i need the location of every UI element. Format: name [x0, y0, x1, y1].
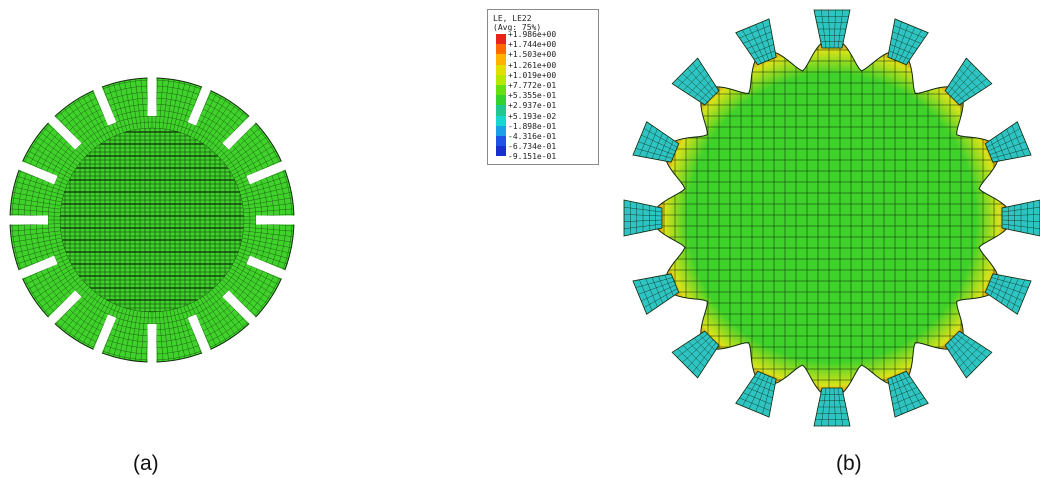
gear-tooth — [735, 370, 777, 418]
gear-teeth — [623, 9, 1040, 427]
deformed-gear-mesh — [623, 9, 1040, 427]
gear-tooth — [671, 57, 720, 106]
gear-tooth — [813, 387, 851, 427]
legend-value: +1.503e+00 — [508, 50, 557, 60]
gear-tooth — [887, 18, 929, 66]
disc-slot — [222, 290, 259, 327]
legend-swatch — [496, 34, 506, 45]
gear-tooth — [632, 121, 680, 163]
legend-value: +5.355e-01 — [508, 91, 557, 101]
legend-value: +5.193e-02 — [508, 111, 557, 121]
legend-value: +1.261e+00 — [508, 60, 557, 70]
gear-tooth — [944, 57, 993, 106]
legend-swatch — [496, 105, 506, 116]
legend-swatch — [496, 125, 506, 136]
disc-slot — [256, 215, 298, 225]
disc-slot — [147, 324, 157, 366]
undeformed-disc-mesh — [6, 74, 298, 366]
legend-value: -4.316e-01 — [508, 131, 557, 141]
legend-title: LE, LE22 (Avg: 75%) — [493, 14, 541, 32]
legend-value: -6.734e-01 — [508, 142, 557, 152]
legend-value: -1.898e-01 — [508, 121, 557, 131]
disc-slots — [6, 74, 298, 366]
legend-swatch — [496, 84, 506, 96]
disc-slot — [45, 290, 82, 327]
gear-tooth — [984, 121, 1032, 163]
legend-value: +1.986e+00 — [508, 30, 557, 39]
disc-slot — [187, 314, 213, 357]
disc-slot — [246, 159, 289, 185]
disc-slot — [187, 83, 213, 126]
legend-swatch — [496, 146, 506, 157]
legend-swatch — [496, 95, 506, 106]
legend-swatch — [496, 115, 506, 126]
gear-tooth — [813, 9, 851, 49]
gear-tooth — [735, 18, 777, 66]
legend-value: -9.151e-01 — [508, 152, 557, 162]
gear-tooth — [887, 370, 929, 418]
contour-legend: LE, LE22 (Avg: 75%) +1.986e+00 +1.744e+00… — [487, 9, 599, 165]
disc-slot — [147, 74, 157, 116]
gear-tooth — [623, 199, 663, 237]
legend-value: +1.019e+00 — [508, 70, 557, 80]
legend-title-line1: LE, LE22 — [493, 14, 532, 23]
legend-swatch — [496, 135, 506, 147]
gear-tooth — [632, 273, 680, 315]
legend-value: +2.937e-01 — [508, 101, 557, 111]
disc-slot — [45, 113, 82, 150]
disc-slot — [6, 215, 48, 225]
undeformed-disc-figure — [0, 0, 330, 380]
gear-tooth — [944, 330, 993, 379]
legend-swatch — [496, 64, 506, 75]
caption-a: (a) — [133, 452, 159, 475]
legend-swatch — [496, 44, 506, 55]
disc-slot — [15, 159, 58, 185]
caption-b: (b) — [836, 452, 862, 475]
legend-value: +1.744e+00 — [508, 40, 557, 50]
legend-value: +7.772e-01 — [508, 80, 557, 90]
gear-tooth — [1001, 199, 1040, 237]
disc-slot — [246, 255, 289, 281]
legend-title-line2: (Avg: 75%) — [493, 23, 542, 32]
gear-tooth — [984, 273, 1032, 315]
deformed-gear-figure — [600, 0, 1040, 430]
disc-slot — [91, 314, 117, 357]
legend-swatch — [496, 74, 506, 85]
disc-slot — [222, 113, 259, 150]
disc-slot — [91, 83, 117, 126]
gear-tooth — [671, 330, 720, 379]
disc-slot — [15, 255, 58, 281]
legend-swatch — [496, 54, 506, 65]
